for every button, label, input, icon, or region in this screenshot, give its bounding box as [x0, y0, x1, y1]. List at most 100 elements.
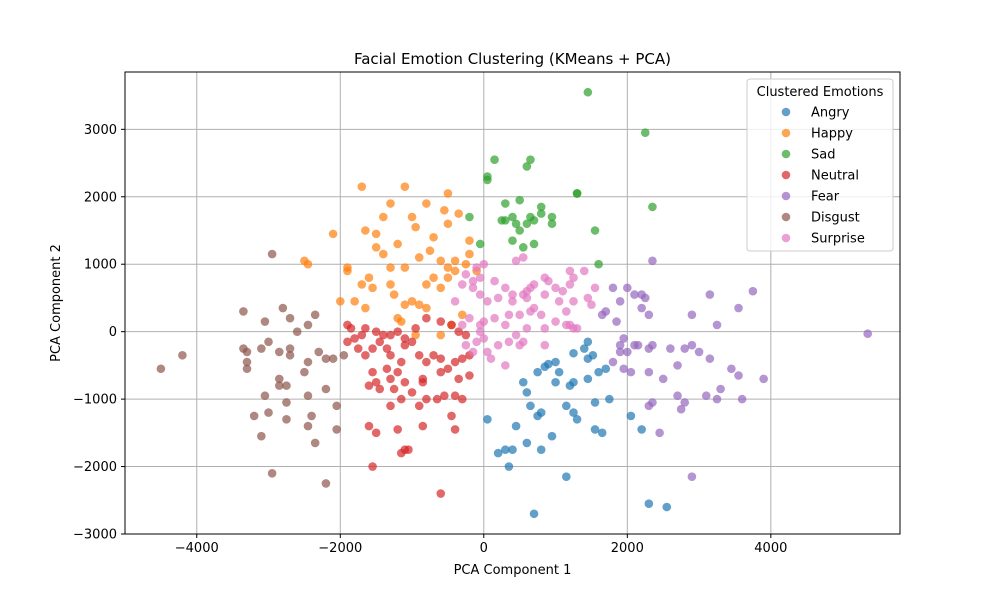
- point-disgust: [242, 364, 252, 374]
- point-neutral: [396, 448, 406, 458]
- point-happy: [400, 300, 410, 309]
- point-neutral: [371, 377, 381, 387]
- point-disgust: [264, 408, 273, 417]
- axes-frame: [124, 71, 901, 535]
- point-happy: [335, 297, 345, 306]
- point-sad: [508, 236, 517, 245]
- point-sad: [465, 212, 474, 222]
- point-neutral: [382, 344, 392, 353]
- point-happy: [400, 182, 410, 191]
- point-neutral: [396, 394, 406, 404]
- point-happy: [328, 229, 338, 239]
- y-tick-label: 1000: [84, 258, 117, 273]
- point-neutral: [457, 354, 467, 363]
- point-fear: [626, 367, 636, 377]
- point-happy: [411, 330, 420, 340]
- point-disgust: [274, 347, 284, 357]
- point-neutral: [368, 344, 377, 353]
- point-neutral: [454, 327, 463, 336]
- x-tick-label: −4000: [175, 541, 219, 556]
- point-neutral: [346, 323, 356, 333]
- point-surprise: [540, 340, 550, 350]
- point-surprise: [475, 273, 485, 283]
- x-tick-label: 4000: [754, 541, 787, 556]
- y-tick-label: 2000: [84, 190, 117, 205]
- point-angry: [511, 421, 521, 431]
- point-surprise: [569, 273, 578, 283]
- point-disgust: [303, 421, 313, 431]
- point-neutral: [371, 327, 381, 336]
- point-happy: [379, 212, 388, 222]
- point-surprise: [461, 270, 471, 279]
- point-sad: [490, 155, 499, 164]
- point-surprise: [522, 293, 532, 303]
- point-surprise: [457, 320, 467, 330]
- point-happy: [386, 280, 395, 289]
- point-happy: [443, 219, 453, 229]
- y-tick-label: −3000: [73, 528, 117, 543]
- point-happy: [393, 239, 402, 249]
- point-surprise: [475, 290, 485, 299]
- point-disgust: [332, 425, 341, 434]
- legend-marker-sad: [781, 149, 791, 159]
- point-neutral: [436, 354, 446, 363]
- point-surprise: [511, 330, 521, 340]
- point-neutral: [450, 391, 460, 401]
- legend-marker-happy: [781, 128, 791, 138]
- legend-marker-angry: [781, 107, 791, 117]
- point-fear: [644, 344, 654, 353]
- point-happy: [465, 249, 474, 259]
- point-fear: [623, 347, 632, 357]
- point-fear: [623, 283, 632, 293]
- point-surprise: [565, 266, 575, 276]
- point-neutral: [350, 334, 359, 343]
- legend-label-neutral: Neutral: [811, 169, 859, 184]
- point-fear: [716, 384, 725, 394]
- point-disgust: [278, 303, 288, 313]
- legend-marker-surprise: [781, 233, 791, 243]
- point-fear: [687, 472, 697, 481]
- point-happy: [407, 212, 417, 222]
- point-sad: [547, 212, 557, 222]
- point-fear: [712, 394, 722, 404]
- point-angry: [547, 431, 557, 441]
- point-disgust: [260, 317, 270, 326]
- point-surprise: [551, 283, 560, 293]
- legend-label-happy: Happy: [811, 127, 853, 142]
- point-angry: [518, 377, 528, 387]
- point-angry: [536, 445, 546, 454]
- point-surprise: [472, 263, 481, 272]
- point-surprise: [554, 297, 564, 306]
- point-fear: [630, 290, 639, 299]
- point-neutral: [375, 337, 385, 347]
- point-neutral: [393, 425, 402, 434]
- point-disgust: [249, 411, 259, 421]
- point-neutral: [414, 350, 424, 360]
- point-happy: [436, 256, 446, 266]
- point-fear: [687, 310, 697, 320]
- point-happy: [368, 283, 377, 293]
- legend-items: Angry Happy Sad Neutral Fear Disgust Surprise: [781, 106, 865, 247]
- chart-title: Facial Emotion Clustering (KMeans + PCA): [354, 50, 671, 68]
- point-neutral: [379, 330, 388, 340]
- point-disgust: [257, 431, 266, 441]
- point-surprise: [544, 276, 553, 286]
- point-angry: [569, 348, 578, 358]
- point-angry: [662, 502, 672, 512]
- point-fear: [640, 293, 650, 303]
- point-surprise: [457, 280, 467, 289]
- point-fear: [712, 320, 722, 330]
- point-neutral: [407, 388, 417, 397]
- point-disgust: [321, 384, 331, 394]
- point-neutral: [386, 350, 395, 360]
- point-surprise: [504, 310, 514, 320]
- point-angry: [562, 472, 571, 481]
- legend-box: [746, 78, 894, 252]
- point-happy: [429, 273, 438, 283]
- y-tick-label: −2000: [73, 460, 117, 475]
- point-neutral: [400, 334, 410, 343]
- point-sad: [526, 155, 535, 164]
- point-disgust: [282, 381, 291, 390]
- point-fear: [644, 367, 654, 377]
